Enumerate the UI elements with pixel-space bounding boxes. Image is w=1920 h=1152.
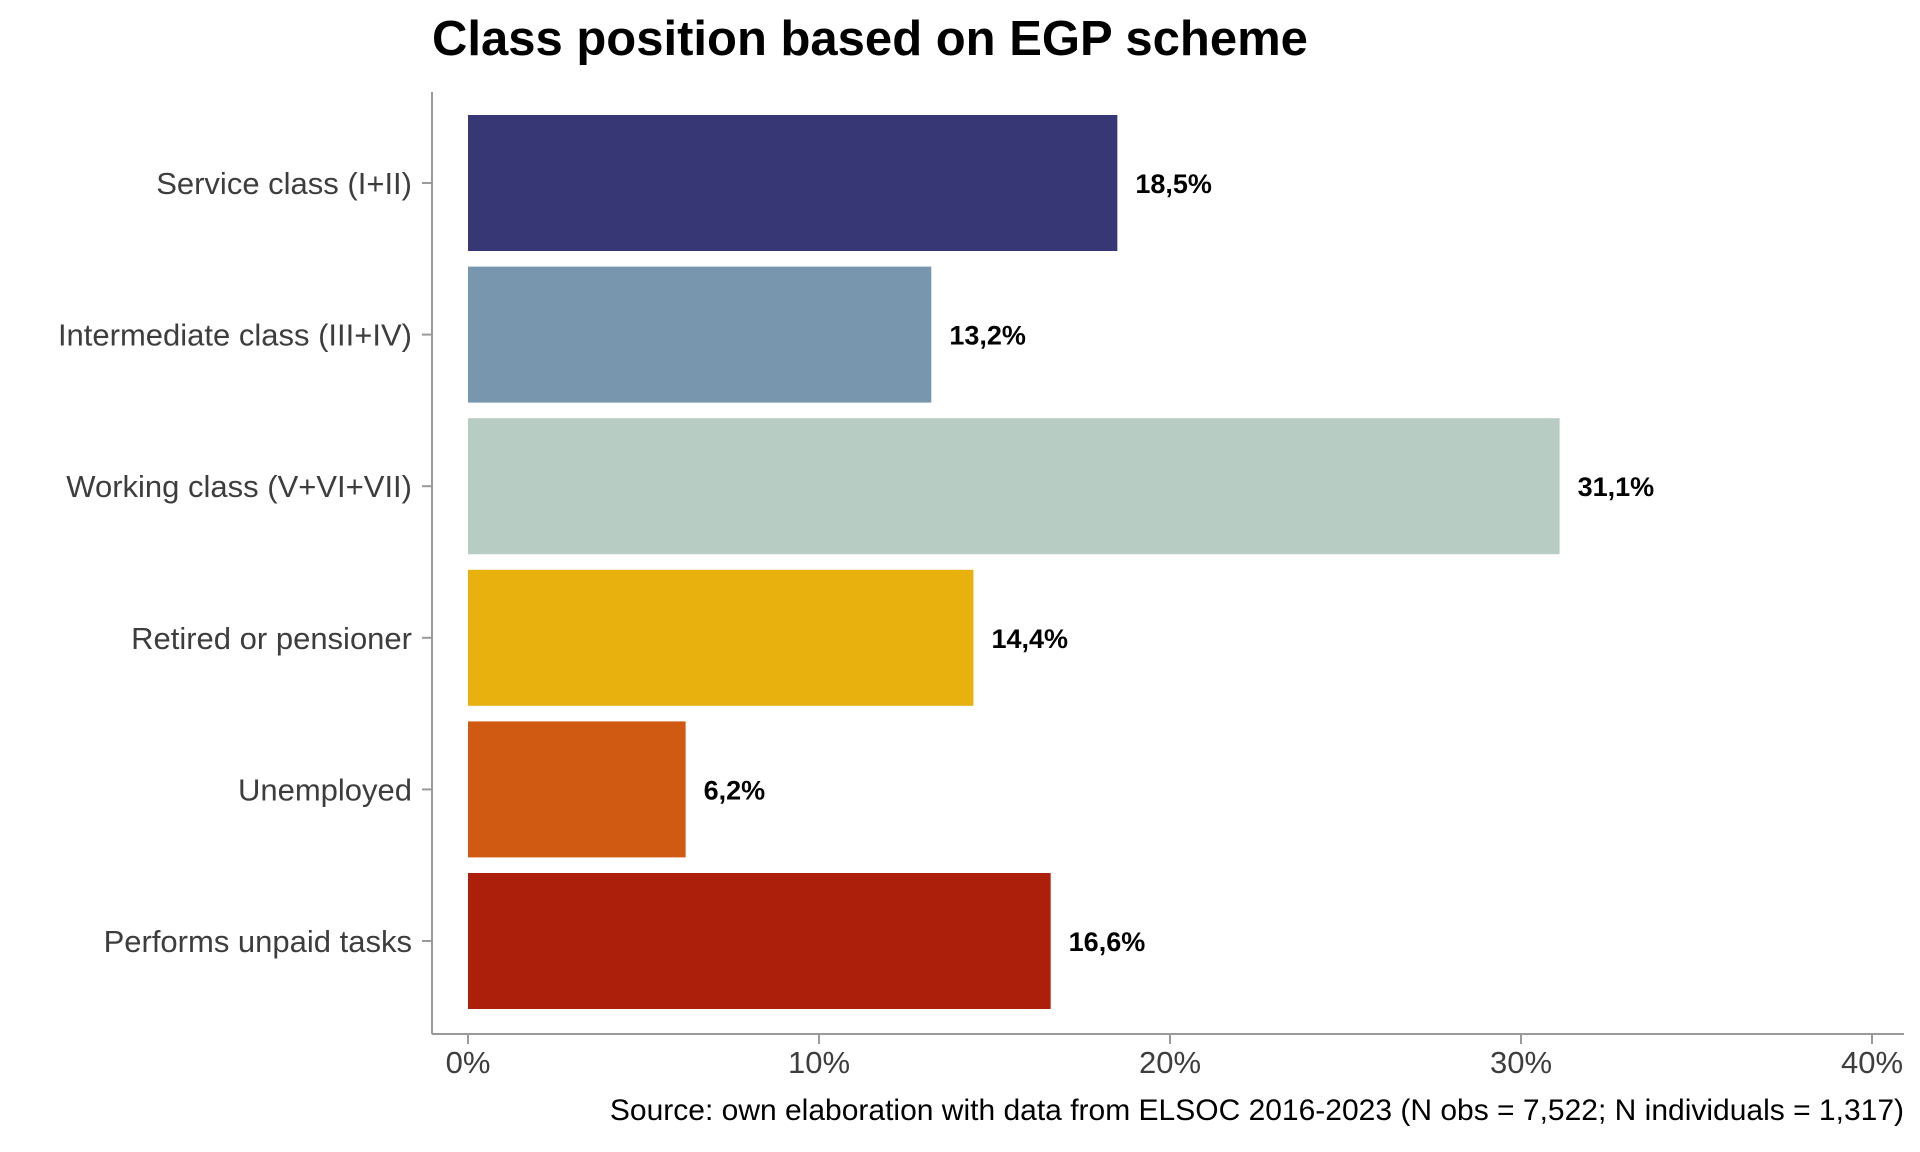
value-label: 18,5% bbox=[1135, 169, 1212, 199]
category-label: Performs unpaid tasks bbox=[104, 924, 412, 959]
value-label: 31,1% bbox=[1578, 472, 1655, 502]
category-labels-group: Service class (I+II) Intermediate class (… bbox=[58, 166, 412, 959]
bar bbox=[468, 569, 974, 706]
category-label: Intermediate class (III+IV) bbox=[58, 318, 412, 353]
bar bbox=[468, 266, 932, 403]
x-tick-label: 20% bbox=[1139, 1045, 1201, 1080]
x-tick-label: 40% bbox=[1841, 1045, 1903, 1080]
x-tick-label: 30% bbox=[1490, 1045, 1552, 1080]
x-tick-label: 0% bbox=[446, 1045, 491, 1080]
bar bbox=[468, 115, 1118, 251]
x-tick-label: 10% bbox=[788, 1045, 850, 1080]
category-label: Retired or pensioner bbox=[131, 621, 412, 656]
category-label: Service class (I+II) bbox=[156, 166, 412, 201]
chart-caption: Source: own elaboration with data from E… bbox=[610, 1094, 1904, 1127]
value-label: 16,6% bbox=[1069, 927, 1146, 957]
value-label: 14,4% bbox=[991, 624, 1068, 654]
value-label: 6,2% bbox=[704, 775, 766, 805]
axes-group: 0% 10% 20% 30% 40% bbox=[422, 92, 1904, 1080]
chart-title: Class position based on EGP scheme bbox=[432, 12, 1308, 66]
bar bbox=[468, 721, 686, 858]
value-labels-group: 18,5% 13,2% 31,1% 14,4% 6,2% 16,6% bbox=[704, 169, 1655, 957]
category-label: Unemployed bbox=[238, 772, 412, 807]
category-label: Working class (V+VI+VII) bbox=[66, 469, 412, 504]
value-label: 13,2% bbox=[949, 321, 1026, 351]
bars-group bbox=[468, 115, 1560, 1009]
bar bbox=[468, 873, 1051, 1009]
bar bbox=[468, 418, 1560, 555]
